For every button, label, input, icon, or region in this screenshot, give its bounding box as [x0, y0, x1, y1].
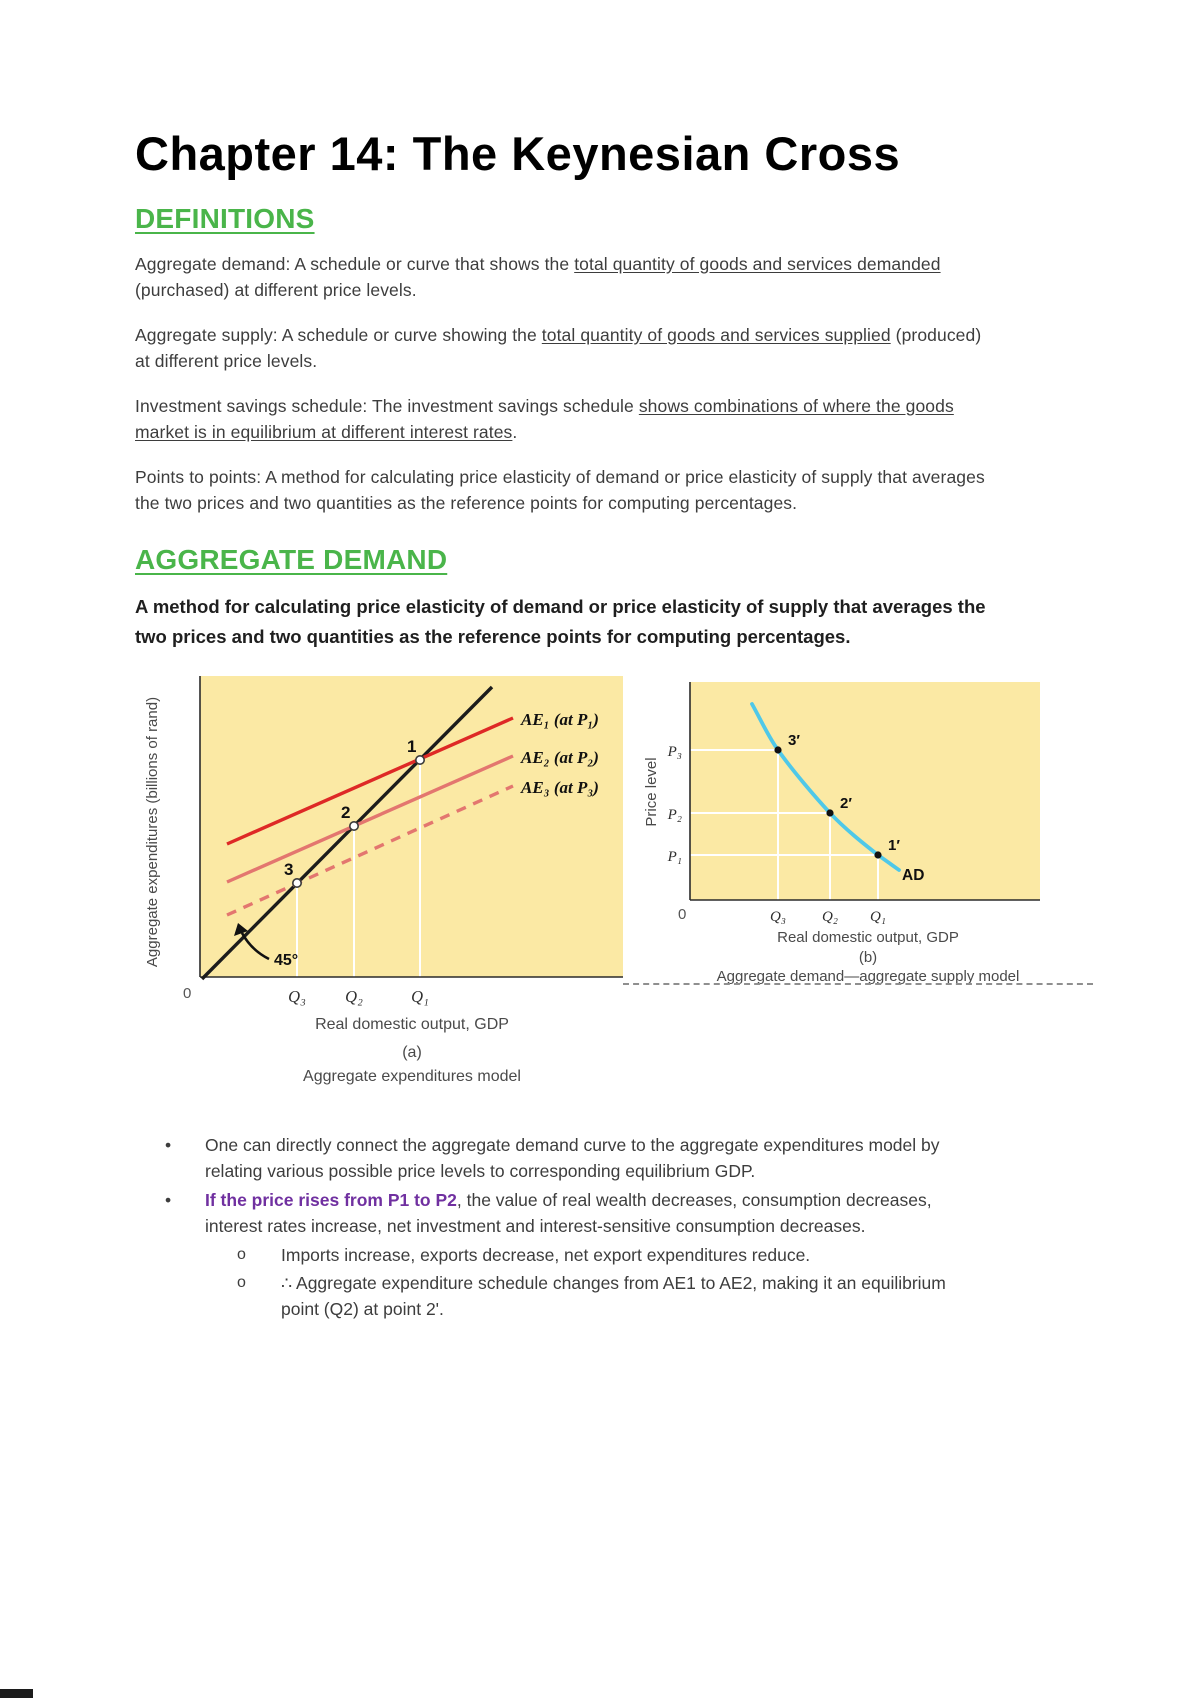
bullet-text-continuation: , the value of real wealth decreases, co… — [205, 1189, 932, 1236]
chart-b-tick-p3: P₃ — [667, 744, 682, 760]
aggregate-demand-intro: A method for calculating price elasticit… — [135, 595, 986, 647]
point-3-prime-label: 3′ — [788, 732, 800, 749]
aggregate-expenditures-chart: 1 2 3 AE₁ (at P₁) AE₂ (at P₂) AE₃ (at P₃… — [144, 675, 623, 1085]
definition-points-to-points: Points to points: A method for calculati… — [135, 464, 993, 516]
chart-b-tick-q2: Q₂ — [822, 909, 838, 925]
definitions-heading: DEFINITIONS — [135, 202, 315, 234]
point-2-label: 2 — [341, 803, 350, 822]
point-1-label: 1 — [407, 737, 416, 756]
point-3-prime — [774, 746, 782, 754]
figures-block: 1 2 3 AE₁ (at P₁) AE₂ (at P₂) AE₃ (at P₃… — [135, 672, 1200, 1104]
point-3-label: 3 — [284, 860, 293, 879]
list-sub-item: o ∴ Aggregate expenditure schedule chang… — [237, 1270, 993, 1322]
chart-b-plot-area — [690, 681, 1040, 900]
sub-bullet-marker: o — [237, 1245, 246, 1263]
chart-a-tick-q3: Q₃ — [288, 987, 306, 1006]
chart-b-origin: 0 — [678, 906, 686, 923]
ae3-line-dashed — [226, 784, 514, 917]
bullet-list: • One can directly connect the aggregate… — [135, 1132, 993, 1322]
bullet-text: If the price rises from P1 to P2, the va… — [205, 1187, 993, 1239]
bullet-marker: • — [165, 1189, 172, 1210]
ad-curve-label: AD — [902, 867, 924, 884]
chart-b-caption: Aggregate demand—aggregate supply model — [717, 968, 1020, 985]
chart-b-ylabel: Price level — [643, 757, 660, 826]
ae2-line — [226, 754, 514, 884]
page-title: Chapter 14: The Keynesian Cross — [135, 127, 901, 180]
point-2-prime — [826, 809, 834, 817]
chart-a-xlabel: Real domestic output, GDP — [315, 1016, 509, 1033]
definition-aggregate-demand: Aggregate demand: A schedule or curve th… — [135, 251, 993, 303]
chart-a-panel: (a) — [402, 1044, 422, 1061]
angle-arrowhead — [234, 922, 248, 936]
chart-a-tick-q2: Q₂ — [345, 987, 363, 1006]
chart-b-tick-q3: Q₃ — [770, 909, 786, 925]
definition-text: (produced) at different price levels. — [135, 324, 982, 371]
chart-a-ylabel: Aggregate expenditures (billions of rand… — [144, 697, 161, 967]
list-item: • One can directly connect the aggregate… — [165, 1132, 993, 1184]
definition-text: (purchased) at different price levels. — [135, 279, 417, 300]
chart-b-xlabel: Real domestic output, GDP — [777, 929, 959, 946]
sub-bullet-text: ∴ Aggregate expenditure schedule changes… — [281, 1272, 946, 1319]
chart-b-tick-q1: Q₁ — [870, 909, 886, 925]
chart-a-tick-q1: Q₁ — [411, 987, 429, 1006]
point-1-prime-label: 1′ — [888, 837, 900, 854]
underlined-text: total quantity of goods and services sup… — [541, 324, 891, 345]
chart-b-tick-p1: P₁ — [667, 849, 682, 865]
chart-a-caption: Aggregate expenditures model — [303, 1068, 521, 1085]
underlined-text: total quantity of goods and services dem… — [574, 253, 941, 274]
definition-text: . — [512, 421, 518, 442]
angle-arrow — [240, 931, 270, 960]
equilibrium-point-2 — [349, 820, 360, 831]
list-sub-item: o Imports increase, exports decrease, ne… — [237, 1242, 993, 1268]
dashed-separator — [623, 982, 1093, 985]
point-2-prime-label: 2′ — [840, 795, 852, 812]
ae1-label: AE₁ (at P₁) — [520, 710, 599, 729]
bullet-text: One can directly connect the aggregate d… — [205, 1134, 940, 1181]
chart-a-origin: 0 — [183, 985, 191, 1002]
equilibrium-point-1 — [414, 754, 425, 765]
angle-label: 45° — [274, 952, 298, 969]
sub-bullet-text: Imports increase, exports decrease, net … — [281, 1244, 811, 1265]
aggregate-demand-chart: 3′ 2′ 1′ AD Price level P₃ P₂ P₁ 0 Q₃ Q₂… — [643, 681, 1040, 985]
ae3-label: AE₃ (at P₃) — [520, 778, 599, 797]
bullet-marker: • — [165, 1134, 172, 1155]
ae1-line — [226, 716, 514, 846]
definition-aggregate-supply: Aggregate supply: A schedule or curve sh… — [135, 322, 993, 374]
definition-text: Aggregate demand: A schedule or curve th… — [135, 253, 575, 274]
forty-five-degree-line — [200, 685, 494, 980]
definition-investment-savings: Investment savings schedule: The investm… — [135, 393, 993, 445]
list-item: • If the price rises from P1 to P2, the … — [165, 1187, 993, 1239]
highlighted-text: If the price rises from P1 to P2 — [205, 1189, 457, 1210]
chart-b-panel: (b) — [859, 949, 877, 966]
ae2-label: AE₂ (at P₂) — [520, 748, 599, 767]
page-content: Chapter 14: The Keynesian Cross DEFINITI… — [135, 0, 1093, 1324]
sub-bullet-marker: o — [237, 1273, 246, 1291]
page-bottom-artifact — [0, 1689, 33, 1698]
underlined-text: shows combinations of where the goods ma… — [135, 395, 954, 442]
definition-text: Aggregate supply: A schedule or curve sh… — [135, 324, 542, 345]
aggregate-demand-heading: AGGREGATE DEMAND — [135, 543, 448, 575]
equilibrium-point-3 — [292, 877, 303, 888]
definition-text: Investment savings schedule: The investm… — [135, 395, 639, 416]
definition-text: Points to points: A method for calculati… — [135, 466, 985, 513]
point-1-prime — [874, 851, 882, 859]
chart-b-tick-p2: P₂ — [667, 807, 682, 823]
